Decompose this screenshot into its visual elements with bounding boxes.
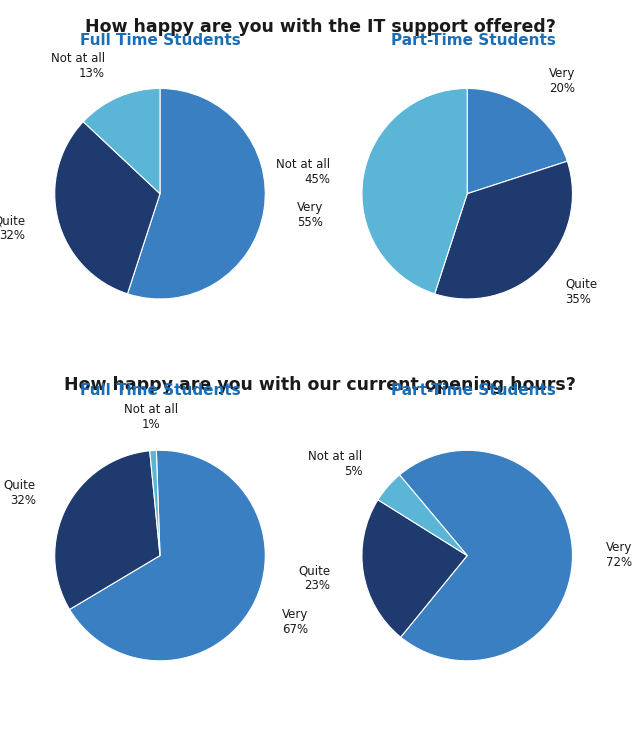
Wedge shape	[55, 451, 160, 610]
Text: Very
55%: Very 55%	[297, 202, 324, 230]
Wedge shape	[70, 450, 265, 661]
Wedge shape	[362, 500, 467, 637]
Wedge shape	[55, 121, 160, 294]
Text: Quite
32%: Quite 32%	[0, 214, 26, 242]
Text: Quite
35%: Quite 35%	[566, 278, 598, 306]
Text: Quite
23%: Quite 23%	[298, 564, 330, 592]
Text: Not at all
5%: Not at all 5%	[308, 450, 362, 478]
Wedge shape	[435, 162, 572, 299]
Text: Very
20%: Very 20%	[549, 67, 575, 95]
Wedge shape	[378, 475, 467, 556]
Wedge shape	[83, 88, 160, 194]
Text: Not at all
1%: Not at all 1%	[124, 403, 178, 431]
Wedge shape	[362, 88, 467, 294]
Text: How happy are you with our current opening hours?: How happy are you with our current openi…	[64, 376, 576, 395]
Wedge shape	[150, 450, 160, 556]
Text: Full Time Students: Full Time Students	[79, 32, 241, 48]
Text: Not at all
13%: Not at all 13%	[51, 52, 105, 80]
Wedge shape	[467, 88, 567, 194]
Wedge shape	[127, 88, 265, 299]
Text: Not at all
45%: Not at all 45%	[276, 158, 330, 186]
Text: How happy are you with the IT support offered?: How happy are you with the IT support of…	[84, 18, 556, 37]
Text: Part-Time Students: Part-Time Students	[391, 32, 556, 48]
Text: Very
72%: Very 72%	[606, 541, 632, 569]
Wedge shape	[399, 450, 572, 661]
Text: Very
67%: Very 67%	[282, 608, 308, 636]
Text: Quite
32%: Quite 32%	[4, 479, 36, 507]
Text: Full Time Students: Full Time Students	[79, 383, 241, 398]
Text: Part-Time Students: Part-Time Students	[391, 383, 556, 398]
